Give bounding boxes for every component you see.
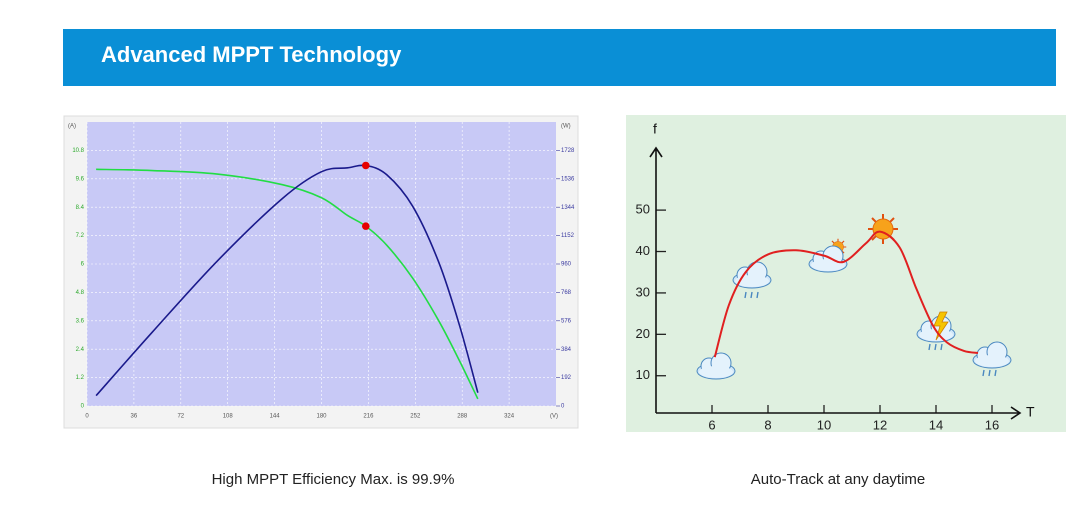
- x-tick-label: 14: [929, 417, 943, 432]
- data-line: [96, 168, 479, 400]
- y-tick-label: 9.6: [76, 176, 85, 182]
- x-tick-label: 180: [316, 414, 327, 420]
- y-tick-label: 6: [81, 262, 85, 268]
- y-tick-label: 7.2: [76, 233, 85, 239]
- x-tick-label: 252: [410, 414, 421, 420]
- caption: Auto-Track at any daytime: [751, 471, 926, 488]
- y-tick-label: 50: [636, 202, 650, 217]
- mpp-point: [361, 222, 370, 230]
- y-tick-label: 10.8: [72, 148, 84, 154]
- y2-tick-label: 0: [561, 404, 565, 410]
- y-tick-label: 4.8: [76, 290, 85, 296]
- y2-tick-label: 1344: [561, 205, 575, 211]
- y2-tick-label: 960: [561, 262, 572, 268]
- y2-axis-label: (W): [561, 124, 571, 130]
- x-axis-label: T: [1026, 404, 1035, 420]
- x-tick-label: 8: [764, 417, 771, 432]
- header-title: Advanced MPPT Technology: [101, 42, 402, 67]
- y2-tick-label: 1536: [561, 176, 575, 182]
- x-tick-label: 324: [504, 414, 515, 420]
- y2-tick-label: 576: [561, 318, 572, 324]
- y2-tick-label: 768: [561, 290, 572, 296]
- y-tick-label: 20: [636, 326, 650, 341]
- y-tick-label: 2.4: [76, 347, 85, 353]
- y-axis-label: (A): [68, 124, 76, 130]
- y-tick-label: 8.4: [76, 205, 85, 211]
- mpp-point: [361, 161, 370, 170]
- y-tick-label: 0: [81, 404, 85, 410]
- y-axis: [649, 146, 663, 413]
- y-tick-label: 30: [636, 284, 650, 299]
- y-tick-label: 3.6: [76, 318, 85, 324]
- x-tick-label: 0: [85, 414, 89, 420]
- y-axis-label: f: [653, 121, 657, 137]
- weather-icons: [696, 213, 1012, 380]
- y2-tick-label: 1728: [561, 148, 575, 154]
- y2-tick-label: 1152: [561, 233, 575, 239]
- y2-tick-label: 384: [561, 347, 572, 353]
- x-tick-label: 72: [177, 414, 184, 420]
- y-tick-label: 40: [636, 243, 650, 258]
- header-banner: [63, 29, 1056, 86]
- x-axis: [656, 406, 1022, 420]
- x-tick-label: 16: [985, 417, 999, 432]
- x-tick-label: 144: [270, 414, 281, 420]
- x-tick-label: 10: [817, 417, 831, 432]
- x-tick-label: 288: [457, 414, 468, 420]
- x-tick-label: 6: [708, 417, 715, 432]
- x-tick-label: 36: [131, 414, 138, 420]
- x-tick-label: 216: [363, 414, 374, 420]
- caption: High MPPT Efficiency Max. is 99.9%: [212, 471, 455, 488]
- y2-tick-label: 192: [561, 375, 572, 381]
- data-line: [95, 164, 479, 397]
- x-axis-label: (V): [550, 414, 558, 420]
- y-tick-label: 10: [636, 367, 650, 382]
- data-line: [713, 230, 979, 358]
- x-tick-label: 108: [223, 414, 234, 420]
- y-tick-label: 1.2: [76, 375, 85, 381]
- x-tick-label: 12: [873, 417, 887, 432]
- chart-frame: [626, 115, 1066, 432]
